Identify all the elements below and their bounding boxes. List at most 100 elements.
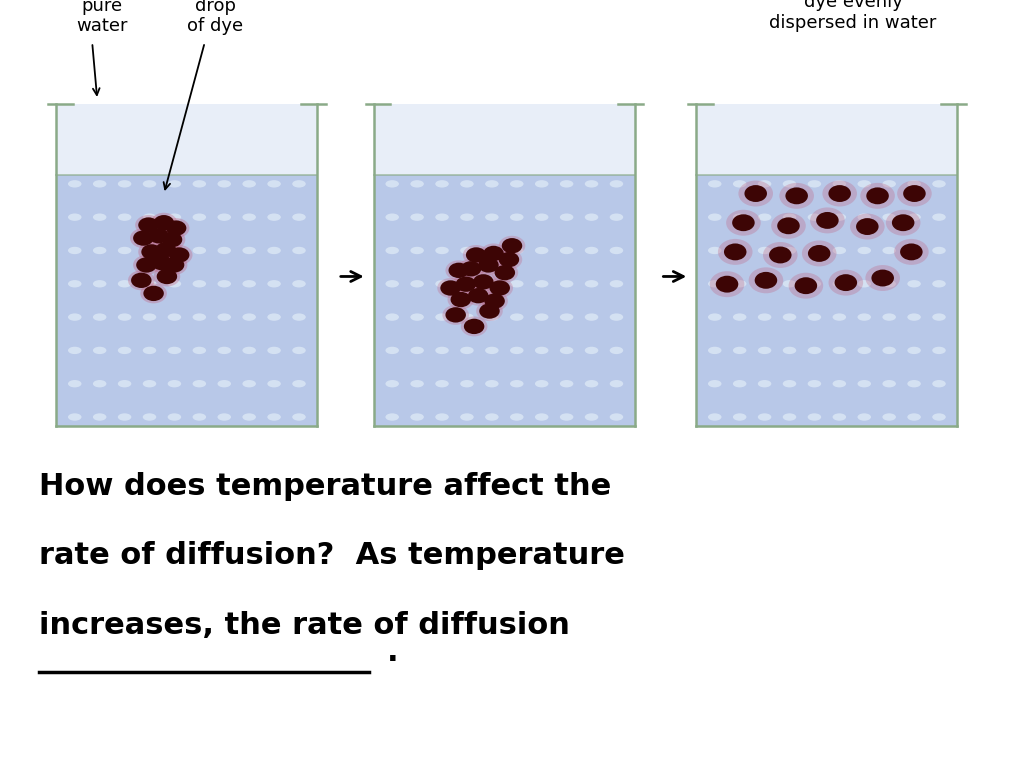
Ellipse shape xyxy=(385,380,399,387)
Circle shape xyxy=(156,242,176,257)
Circle shape xyxy=(496,250,522,270)
Ellipse shape xyxy=(435,346,449,354)
Ellipse shape xyxy=(118,346,131,354)
Ellipse shape xyxy=(560,413,573,421)
Ellipse shape xyxy=(411,180,424,187)
Ellipse shape xyxy=(460,280,474,287)
Circle shape xyxy=(816,212,839,229)
Circle shape xyxy=(850,214,885,240)
Ellipse shape xyxy=(485,247,499,254)
Ellipse shape xyxy=(907,346,921,354)
Circle shape xyxy=(465,286,492,306)
Ellipse shape xyxy=(217,214,231,221)
Ellipse shape xyxy=(758,413,771,421)
Ellipse shape xyxy=(808,346,821,354)
Circle shape xyxy=(795,277,817,294)
Circle shape xyxy=(716,276,738,293)
Ellipse shape xyxy=(560,280,573,287)
Ellipse shape xyxy=(585,247,598,254)
Circle shape xyxy=(466,247,486,263)
Circle shape xyxy=(128,270,155,290)
Ellipse shape xyxy=(193,380,206,387)
Circle shape xyxy=(892,214,914,231)
Ellipse shape xyxy=(118,214,131,221)
Ellipse shape xyxy=(93,247,106,254)
Bar xyxy=(374,104,635,174)
Ellipse shape xyxy=(193,313,206,321)
Ellipse shape xyxy=(585,380,598,387)
Ellipse shape xyxy=(292,413,306,421)
Ellipse shape xyxy=(435,380,449,387)
Ellipse shape xyxy=(932,180,946,187)
Circle shape xyxy=(447,290,474,310)
Ellipse shape xyxy=(833,413,846,421)
Ellipse shape xyxy=(510,280,523,287)
Ellipse shape xyxy=(609,313,624,321)
Circle shape xyxy=(726,210,761,236)
Ellipse shape xyxy=(907,247,921,254)
Circle shape xyxy=(131,273,152,288)
Ellipse shape xyxy=(782,413,797,421)
Circle shape xyxy=(810,207,845,233)
Ellipse shape xyxy=(782,247,797,254)
Ellipse shape xyxy=(609,280,624,287)
Ellipse shape xyxy=(733,180,746,187)
Ellipse shape xyxy=(857,313,871,321)
Ellipse shape xyxy=(168,313,181,321)
Circle shape xyxy=(133,230,154,246)
Ellipse shape xyxy=(560,180,573,187)
Ellipse shape xyxy=(68,247,82,254)
Ellipse shape xyxy=(609,380,624,387)
Ellipse shape xyxy=(808,313,821,321)
Text: pure
water: pure water xyxy=(77,0,128,35)
Ellipse shape xyxy=(782,214,797,221)
Ellipse shape xyxy=(907,313,921,321)
Ellipse shape xyxy=(857,214,871,221)
Ellipse shape xyxy=(833,380,846,387)
Ellipse shape xyxy=(217,413,231,421)
Circle shape xyxy=(755,272,777,289)
Ellipse shape xyxy=(142,214,157,221)
Ellipse shape xyxy=(907,214,921,221)
Ellipse shape xyxy=(292,214,306,221)
Circle shape xyxy=(166,220,186,236)
Circle shape xyxy=(445,260,472,280)
Ellipse shape xyxy=(833,346,846,354)
Ellipse shape xyxy=(267,380,281,387)
Ellipse shape xyxy=(243,346,256,354)
Ellipse shape xyxy=(932,346,946,354)
Ellipse shape xyxy=(560,313,573,321)
Ellipse shape xyxy=(168,247,181,254)
Circle shape xyxy=(828,185,851,202)
Ellipse shape xyxy=(267,280,281,287)
Circle shape xyxy=(808,245,830,262)
Ellipse shape xyxy=(267,413,281,421)
Ellipse shape xyxy=(585,413,598,421)
Circle shape xyxy=(732,214,755,231)
Ellipse shape xyxy=(857,346,871,354)
Bar xyxy=(56,174,317,426)
Ellipse shape xyxy=(907,380,921,387)
Circle shape xyxy=(141,244,162,260)
Ellipse shape xyxy=(609,413,624,421)
Ellipse shape xyxy=(118,180,131,187)
Circle shape xyxy=(769,247,792,263)
Ellipse shape xyxy=(292,313,306,321)
Circle shape xyxy=(464,319,484,334)
Circle shape xyxy=(749,267,783,293)
Circle shape xyxy=(480,243,507,263)
Ellipse shape xyxy=(782,346,797,354)
Circle shape xyxy=(130,228,157,248)
Circle shape xyxy=(456,276,476,292)
Ellipse shape xyxy=(609,346,624,354)
Circle shape xyxy=(148,228,169,243)
Ellipse shape xyxy=(857,413,871,421)
Circle shape xyxy=(169,247,189,263)
Ellipse shape xyxy=(411,247,424,254)
Ellipse shape xyxy=(485,280,499,287)
Circle shape xyxy=(166,245,193,265)
Ellipse shape xyxy=(782,280,797,287)
Ellipse shape xyxy=(292,247,306,254)
Ellipse shape xyxy=(217,280,231,287)
Ellipse shape xyxy=(907,280,921,287)
